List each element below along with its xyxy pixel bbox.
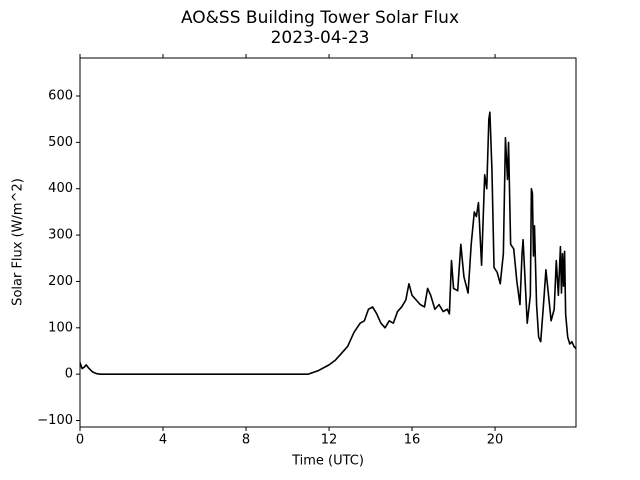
plot-frame xyxy=(79,57,577,428)
y-tick-label: 600 xyxy=(48,89,73,104)
x-tick-label: 8 xyxy=(242,433,250,448)
y-tick-label: 0 xyxy=(65,367,73,382)
y-tick-label: −100 xyxy=(37,413,73,428)
x-axis-label: Time (UTC) xyxy=(291,454,364,469)
x-tick-label: 12 xyxy=(321,433,338,448)
y-tick-label: 400 xyxy=(48,181,73,196)
y-tick-label: 200 xyxy=(48,274,73,289)
chart-subtitle: 2023-04-23 xyxy=(271,28,370,48)
chart-title: AO&SS Building Tower Solar Flux xyxy=(181,8,459,28)
data-line xyxy=(79,111,577,375)
x-tick-label: 0 xyxy=(76,433,84,448)
x-tick-label: 4 xyxy=(159,433,167,448)
y-tick-label: 500 xyxy=(48,135,73,150)
y-tick-label: 100 xyxy=(48,320,73,335)
y-tick-label: 300 xyxy=(48,228,73,243)
x-tick-label: 16 xyxy=(404,433,421,448)
y-axis-label: Solar Flux (W/m^2) xyxy=(11,178,26,306)
x-tick-label: 20 xyxy=(487,433,504,448)
